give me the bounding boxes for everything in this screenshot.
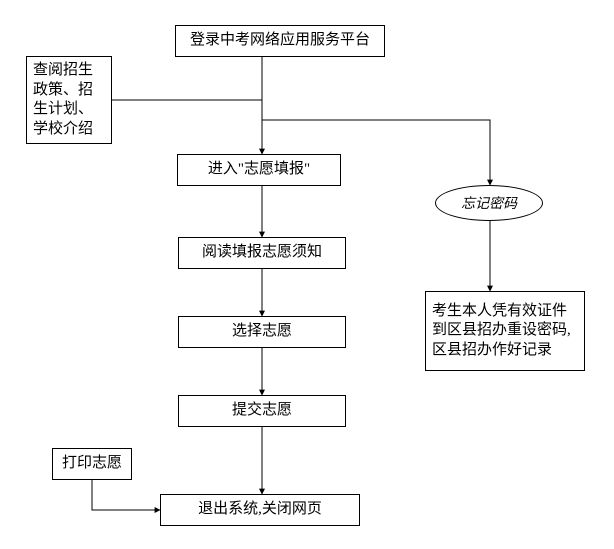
- node-browse: 查阅招生政策、招生计划、学校介绍: [26, 56, 112, 144]
- node-login: 登录中考网络应用服务平台: [175, 25, 385, 57]
- node-notice: 阅读填报志愿须知: [178, 237, 346, 269]
- node-submit: 提交志愿: [178, 395, 346, 427]
- node-enter: 进入"志愿填报": [177, 154, 341, 186]
- node-reset-password: 考生本人凭有效证件到区县招办重设密码,区县招办作好记录: [425, 291, 585, 371]
- node-select: 选择志愿: [178, 316, 346, 348]
- node-forgot-password: 忘记密码: [435, 185, 543, 221]
- node-exit: 退出系统,关闭网页: [160, 494, 360, 526]
- flowchart-canvas: 登录中考网络应用服务平台 查阅招生政策、招生计划、学校介绍 进入"志愿填报" 忘…: [0, 0, 614, 549]
- node-print: 打印志愿: [52, 448, 132, 480]
